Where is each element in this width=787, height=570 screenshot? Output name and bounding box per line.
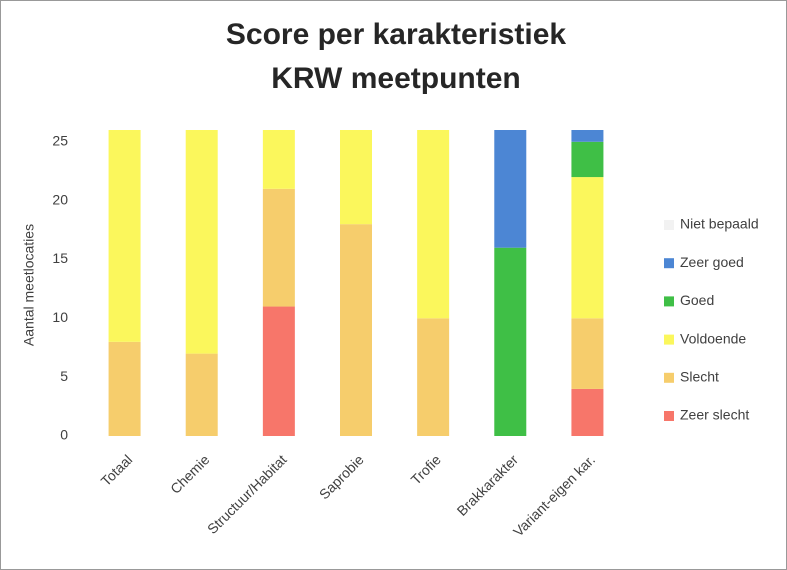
bar-segment (185, 130, 218, 354)
legend-label: Zeer goed (680, 254, 744, 270)
bar-segment (571, 388, 604, 436)
legend-label: Voldoende (680, 330, 746, 346)
y-tick-label: 25 (52, 132, 68, 148)
legend-swatch (664, 334, 674, 345)
bar-segment (571, 141, 604, 178)
bar-segment (185, 353, 218, 436)
legend-label: Zeer slecht (680, 407, 749, 423)
bar-segment (571, 130, 604, 142)
bar-segment (262, 306, 295, 436)
y-tick-label: 10 (52, 309, 68, 325)
bar-segment (340, 224, 372, 436)
legend-swatch (664, 411, 674, 421)
legend-label: Niet bepaald (680, 216, 759, 232)
legend-swatch (664, 220, 674, 230)
legend-swatch (664, 296, 674, 307)
bar-segment (262, 130, 295, 189)
chart-title: Score per karakteristiek (226, 18, 567, 51)
chart-title: KRW meetpunten (271, 62, 520, 95)
y-tick-label: 20 (52, 191, 68, 207)
y-axis-label: Aantal meetlocaties (21, 224, 37, 346)
bar-segment (494, 130, 527, 248)
bar-segment (571, 318, 604, 389)
bar-segment (571, 177, 604, 319)
legend-label: Slecht (680, 369, 719, 385)
bar-segment (417, 318, 450, 436)
legend-swatch (664, 372, 674, 383)
bar-segment (108, 130, 141, 342)
y-tick-label: 0 (60, 427, 68, 443)
y-tick-label: 5 (60, 368, 68, 384)
bar-segment (417, 130, 450, 319)
bar-segment (494, 247, 527, 436)
legend-label: Goed (680, 292, 714, 308)
legend-swatch (664, 258, 674, 269)
y-tick-label: 15 (52, 250, 68, 266)
bar-segment (340, 130, 372, 225)
bar-segment (108, 341, 141, 436)
bar-segment (262, 188, 295, 307)
